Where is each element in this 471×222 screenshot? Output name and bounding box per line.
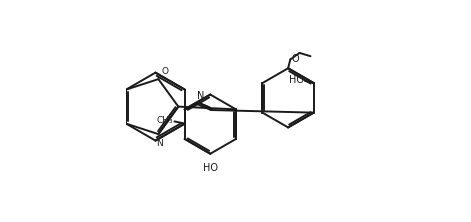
Text: N: N: [197, 91, 205, 101]
Text: HO: HO: [289, 75, 304, 85]
Text: CH₃: CH₃: [157, 116, 173, 125]
Text: O: O: [161, 67, 168, 76]
Text: HO: HO: [203, 163, 218, 172]
Text: O: O: [292, 54, 299, 64]
Text: N: N: [156, 139, 163, 148]
